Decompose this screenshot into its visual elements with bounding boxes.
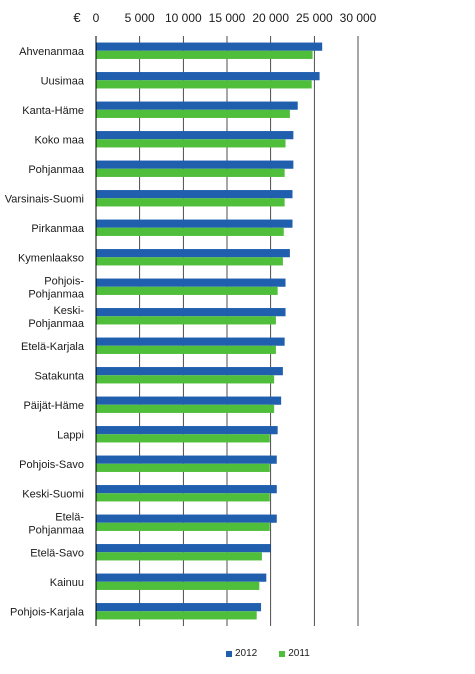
bar-2011 bbox=[96, 463, 270, 472]
bar-2012 bbox=[96, 544, 271, 553]
category-label-line: Pohjois-Karjala bbox=[10, 606, 85, 618]
legend-label-2012: 2012 bbox=[235, 648, 258, 659]
x-tick-label: 10 000 bbox=[165, 11, 202, 25]
bar-2011 bbox=[96, 286, 278, 295]
category-label: Etelä-Savo bbox=[30, 547, 84, 559]
category-label-line: Kymenlaakso bbox=[18, 252, 84, 264]
bar-2012 bbox=[96, 603, 262, 612]
category-label-line: Pohjanmaa bbox=[28, 164, 85, 176]
bar-2012 bbox=[96, 514, 277, 523]
category-label-line: Koko maa bbox=[34, 134, 84, 146]
bar-2011 bbox=[96, 611, 257, 620]
category-label-line: Pirkanmaa bbox=[31, 223, 84, 235]
legend-label-2011: 2011 bbox=[288, 648, 310, 659]
category-label-line: Pohjanmaa bbox=[28, 288, 85, 300]
category-label: Koko maa bbox=[34, 134, 84, 146]
bar-2012 bbox=[96, 249, 290, 258]
category-label-line: Pohjois- bbox=[44, 275, 84, 287]
category-label: Etelä-Karjala bbox=[21, 341, 85, 353]
category-label: Uusimaa bbox=[41, 75, 85, 87]
bar-2011 bbox=[96, 522, 270, 531]
bar-2012 bbox=[96, 219, 293, 228]
category-label-line: Keski- bbox=[53, 305, 84, 317]
bar-2012 bbox=[96, 455, 277, 464]
bar-2011 bbox=[96, 316, 276, 325]
bar-2012 bbox=[96, 42, 323, 51]
x-tick-label: 30 000 bbox=[340, 11, 377, 25]
bar-2012 bbox=[96, 485, 277, 494]
axis-unit-label: € bbox=[73, 10, 81, 25]
category-label-line: Päijät-Häme bbox=[23, 400, 84, 412]
category-label: Pohjanmaa bbox=[28, 164, 85, 176]
x-tick-label: 5 000 bbox=[125, 11, 155, 25]
category-label: Etelä-Pohjanmaa bbox=[28, 511, 85, 536]
bar-2012 bbox=[96, 367, 283, 376]
category-label: Kymenlaakso bbox=[18, 252, 84, 264]
bar-2012 bbox=[96, 278, 286, 287]
category-label: Keski-Suomi bbox=[22, 488, 84, 500]
bar-2012 bbox=[96, 101, 298, 110]
category-label: Pohjois-Savo bbox=[19, 459, 84, 471]
category-label-line: Etelä-Savo bbox=[30, 547, 84, 559]
category-label-line: Kainuu bbox=[50, 577, 84, 589]
category-label: Keski-Pohjanmaa bbox=[28, 305, 85, 330]
bar-2011 bbox=[96, 80, 312, 89]
bar-2012 bbox=[96, 72, 320, 81]
category-label: Kanta-Häme bbox=[22, 105, 84, 117]
bar-2012 bbox=[96, 426, 278, 435]
category-label-line: Uusimaa bbox=[41, 75, 85, 87]
bar-2011 bbox=[96, 345, 276, 354]
category-label: Pirkanmaa bbox=[31, 223, 84, 235]
x-tick-label: 0 bbox=[93, 11, 100, 25]
bar-2012 bbox=[96, 573, 267, 582]
category-label-line: Pohjanmaa bbox=[28, 318, 85, 330]
bar-2011 bbox=[96, 493, 270, 502]
bar-2011 bbox=[96, 257, 283, 266]
bar-2011 bbox=[96, 50, 313, 59]
bar-2011 bbox=[96, 375, 275, 384]
bar-2011 bbox=[96, 434, 270, 443]
bar-2011 bbox=[96, 227, 284, 236]
category-label-line: Varsinais-Suomi bbox=[5, 193, 84, 205]
bar-2011 bbox=[96, 581, 260, 590]
category-label-line: Pohjois-Savo bbox=[19, 459, 84, 471]
bar-2012 bbox=[96, 160, 294, 169]
x-tick-label: 20 000 bbox=[252, 11, 289, 25]
legend: 2012 2011 bbox=[226, 648, 310, 659]
category-label: Varsinais-Suomi bbox=[5, 193, 84, 205]
bar-2011 bbox=[96, 404, 275, 413]
bar-2012 bbox=[96, 190, 293, 199]
bar-2011 bbox=[96, 198, 285, 207]
category-label-line: Ahvenanmaa bbox=[19, 46, 85, 58]
bar-2012 bbox=[96, 308, 286, 317]
bar-2012 bbox=[96, 131, 294, 140]
bar-2011 bbox=[96, 109, 290, 118]
bar-2011 bbox=[96, 552, 262, 561]
category-label: Päijät-Häme bbox=[23, 400, 84, 412]
category-label: Kainuu bbox=[50, 577, 84, 589]
category-label-line: Pohjanmaa bbox=[28, 524, 85, 536]
x-tick-label: 15 000 bbox=[209, 11, 246, 25]
category-label: Satakunta bbox=[34, 370, 84, 382]
category-label: Pohjois-Karjala bbox=[10, 606, 85, 618]
category-label-line: Keski-Suomi bbox=[22, 488, 84, 500]
category-label-line: Lappi bbox=[57, 429, 84, 441]
category-label-line: Etelä-Karjala bbox=[21, 341, 85, 353]
legend-item-2012: 2012 bbox=[226, 648, 257, 659]
legend-item-2011: 2011 bbox=[279, 648, 310, 659]
x-tick-label: 25 000 bbox=[296, 11, 333, 25]
legend-swatch-2011 bbox=[279, 650, 286, 657]
bar-2011 bbox=[96, 139, 286, 148]
category-label-line: Etelä- bbox=[55, 511, 84, 523]
bar-2012 bbox=[96, 337, 285, 346]
legend-swatch-2012 bbox=[226, 650, 232, 657]
category-label: Pohjois-Pohjanmaa bbox=[28, 275, 85, 300]
category-label-line: Kanta-Häme bbox=[22, 105, 84, 117]
category-label: Lappi bbox=[57, 429, 84, 441]
bar-2012 bbox=[96, 396, 282, 405]
category-label: Ahvenanmaa bbox=[19, 46, 85, 58]
category-label-line: Satakunta bbox=[34, 370, 84, 382]
bar-2011 bbox=[96, 168, 285, 177]
